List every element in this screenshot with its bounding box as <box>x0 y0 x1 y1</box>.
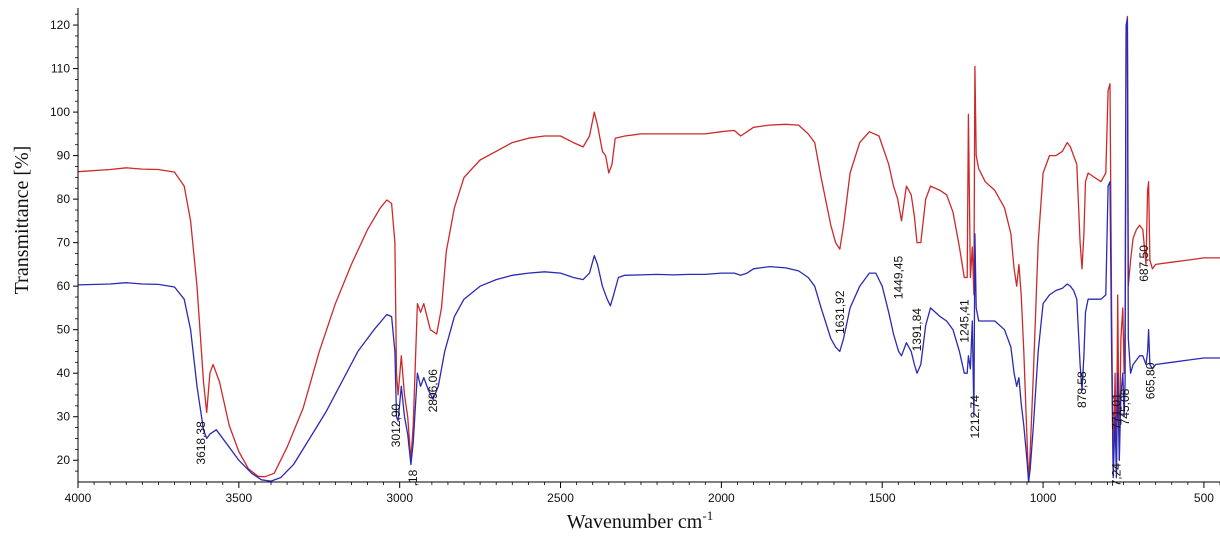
peak-label: 3012,90 <box>389 403 403 447</box>
peak-annotations: 3618,38 3012,90 ,18 2896,06 1631,92 1449,45 13… <box>194 245 1158 487</box>
y-tick-label: 50 <box>57 323 71 337</box>
peak-label: 878,58 <box>1075 371 1089 408</box>
y-tick-label: 90 <box>57 149 71 163</box>
x-tick-label: 3500 <box>225 491 252 505</box>
peak-label: 7,24 <box>1109 463 1123 487</box>
x-tick-label: 500 <box>1194 491 1214 505</box>
y-tick-label: 40 <box>57 366 71 380</box>
x-tick-label: 3000 <box>386 491 413 505</box>
series-line-1 <box>77 15 1220 483</box>
peak-label: 687,50 <box>1137 245 1151 282</box>
y-tick-label: 110 <box>51 62 70 76</box>
y-axis-title: Transmittance [%] <box>11 146 33 295</box>
peak-label: 1212,74 <box>968 395 982 439</box>
y-tick-label: 120 <box>50 18 70 32</box>
y-tick-label: 80 <box>57 192 71 206</box>
x-tick-label: 2500 <box>547 491 574 505</box>
peak-label: ,18 <box>406 469 420 486</box>
series-layer <box>77 15 1220 483</box>
peak-label: 1449,45 <box>892 255 906 299</box>
y-tick-label: 30 <box>57 410 71 424</box>
x-tick-label: 1500 <box>869 491 896 505</box>
series-line-2 <box>77 17 1220 483</box>
x-axis-title: Wavenumber cm-1 <box>567 508 713 533</box>
x-axis-title-superscript: -1 <box>702 508 713 523</box>
peak-label: 745,08 <box>1118 388 1132 425</box>
peak-label: 1245,41 <box>957 299 971 343</box>
y-tick-label: 60 <box>57 279 71 293</box>
peak-label: 1391,84 <box>910 308 924 352</box>
y-tick-label: 20 <box>57 453 71 467</box>
peak-label: 665,80 <box>1144 362 1158 399</box>
x-axis-title-main: Wavenumber cm <box>567 511 703 533</box>
peak-label: 2896,06 <box>426 369 440 413</box>
x-tick-label: 2000 <box>708 491 735 505</box>
y-tick-label: 100 <box>50 105 70 119</box>
peak-label: 771,01 <box>1110 393 1124 430</box>
peak-label: 1631,92 <box>833 290 847 334</box>
peak-label: 3618,38 <box>194 421 208 465</box>
axes-layer: 20 30 40 50 60 70 80 90 100 110 120 4000 3500 3000 250… <box>50 8 1220 505</box>
y-tick-label: 70 <box>57 236 71 250</box>
x-tick-label: 1000 <box>1030 491 1057 505</box>
x-tick-label: 4000 <box>65 491 92 505</box>
